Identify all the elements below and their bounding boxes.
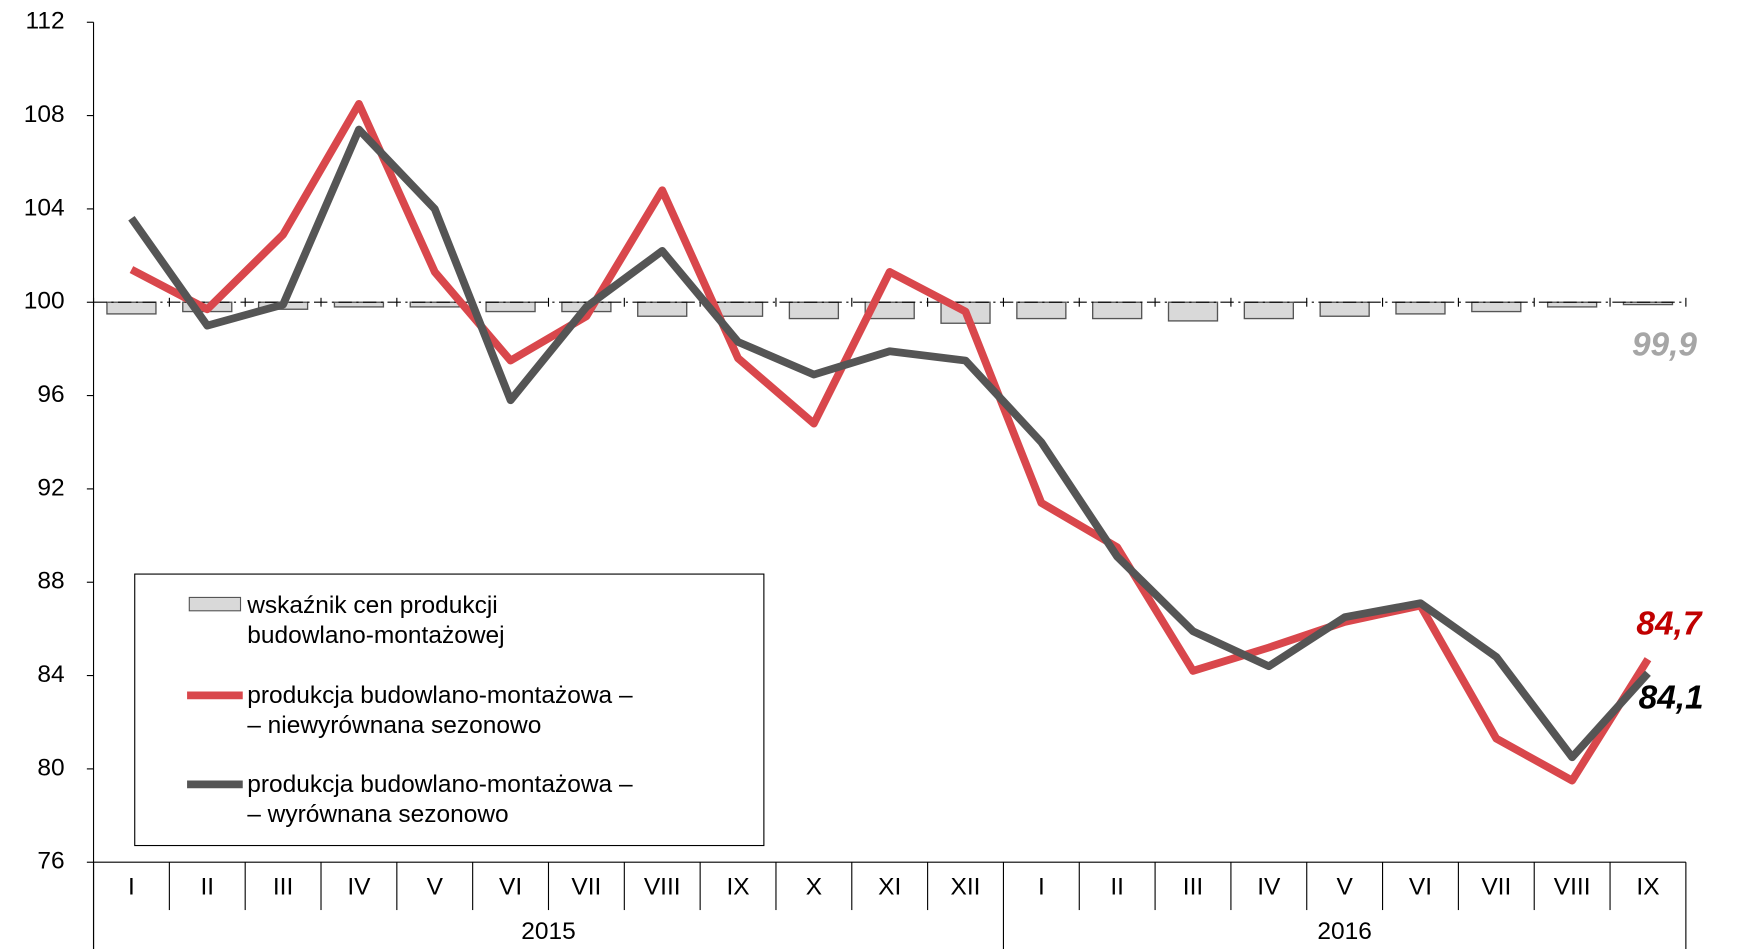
legend-label: produkcja budowlano-montażowa – – wyrówn…	[247, 769, 633, 828]
x-tick-label: II	[1110, 873, 1124, 900]
x-tick-label: VIII	[1554, 873, 1591, 900]
y-tick-label: 92	[37, 474, 64, 501]
x-tick-label: VI	[1409, 873, 1432, 900]
x-tick-label: IV	[1257, 873, 1281, 900]
bar	[1243, 301, 1294, 320]
legend-entry: wskaźnik cen produkcji budowlano-montażo…	[247, 590, 505, 649]
y-tick-label: 76	[37, 848, 64, 875]
x-tick-label: V	[427, 873, 444, 900]
x-tick-label: XII	[951, 873, 981, 900]
value-label: 84,7	[1636, 606, 1702, 643]
y-tick-label: 80	[37, 754, 64, 781]
x-tick-label: I	[1038, 873, 1045, 900]
legend-label: produkcja budowlano-montażowa – – niewyr…	[247, 680, 633, 739]
x-tick-label: VIII	[644, 873, 681, 900]
group-label: 2015	[521, 918, 575, 945]
bar	[1546, 301, 1598, 308]
bar	[1167, 301, 1219, 322]
x-tick-label: III	[273, 873, 293, 900]
y-tick-label: 96	[37, 381, 64, 408]
y-tick-label: 104	[24, 194, 65, 221]
bar	[1319, 301, 1370, 317]
y-tick-label: 84	[37, 661, 64, 688]
y-tick-label: 88	[37, 568, 64, 595]
x-tick-label: X	[806, 873, 822, 900]
bar	[1471, 301, 1522, 313]
bar	[106, 301, 157, 315]
y-tick-label: 108	[24, 101, 65, 128]
bar	[637, 301, 688, 317]
legend-label: wskaźnik cen produkcji budowlano-montażo…	[247, 590, 505, 649]
x-tick-label: III	[1183, 873, 1203, 900]
x-tick-label: IV	[347, 873, 371, 900]
legend-entry: produkcja budowlano-montażowa – – niewyr…	[247, 680, 633, 739]
x-tick-label: VII	[571, 873, 601, 900]
legend-box	[134, 573, 765, 847]
x-tick-label: V	[1336, 873, 1353, 900]
x-tick-label: II	[200, 873, 214, 900]
bar	[1092, 301, 1143, 320]
x-tick-label: I	[128, 873, 135, 900]
y-tick-label: 100	[24, 288, 65, 315]
legend-entry: produkcja budowlano-montażowa – – wyrówn…	[247, 769, 633, 828]
bar	[1395, 301, 1446, 315]
x-tick-label: VII	[1481, 873, 1511, 900]
bar	[409, 301, 460, 308]
x-tick-label: IX	[726, 873, 749, 900]
line	[128, 125, 1651, 762]
x-tick-label: IX	[1636, 873, 1659, 900]
value-label: 99,9	[1632, 327, 1697, 364]
legend-swatch	[188, 596, 242, 612]
bar	[485, 301, 536, 313]
x-tick-label: VI	[499, 873, 522, 900]
bar	[788, 301, 840, 320]
y-tick-label: 112	[26, 8, 65, 35]
bar	[1016, 301, 1067, 320]
group-label: 2016	[1317, 918, 1371, 945]
value-label: 84,1	[1639, 680, 1704, 717]
x-tick-label: XI	[878, 873, 901, 900]
bar	[333, 301, 385, 308]
